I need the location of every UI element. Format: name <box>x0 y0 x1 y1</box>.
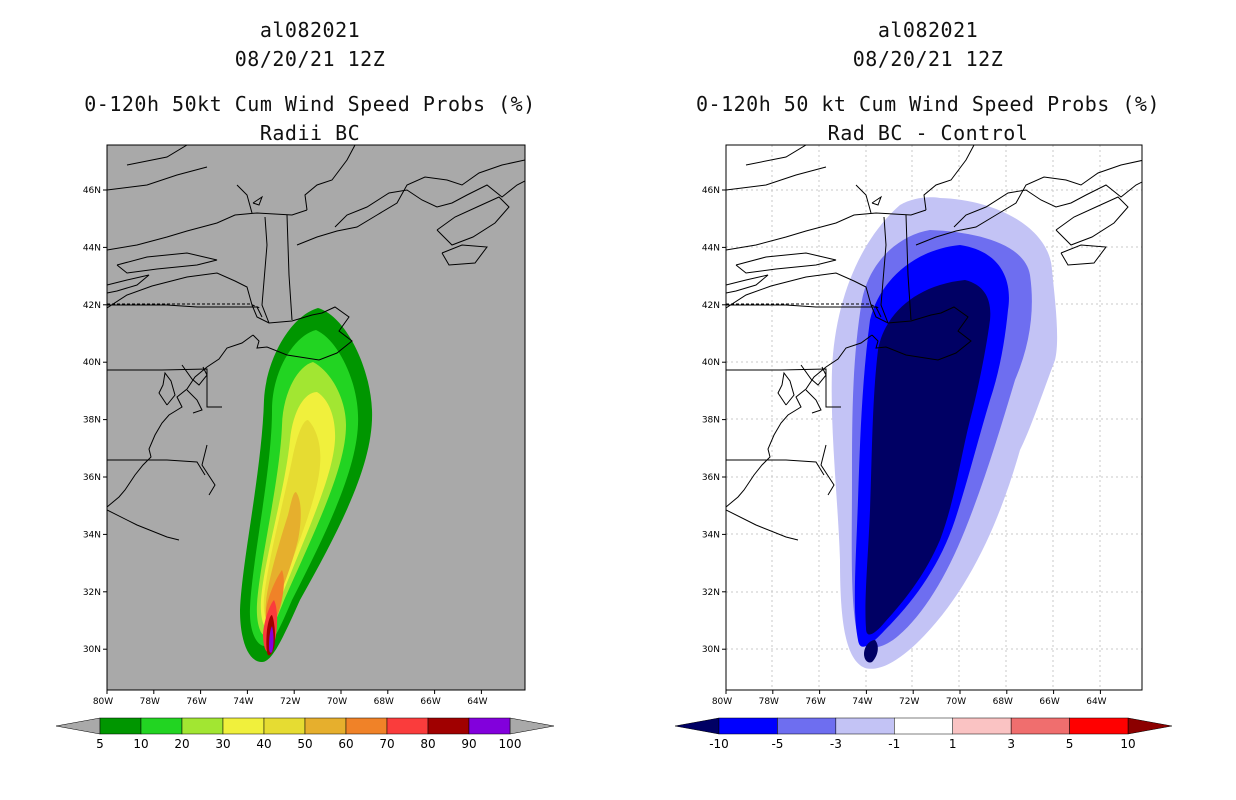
lon-tick-label: 78W <box>759 697 779 707</box>
colorbar-segment <box>181 717 224 735</box>
product-title: 0-120h 50 kt Cum Wind Speed Probs (%) <box>695 92 1161 116</box>
colorbar-label: 40 <box>256 737 271 751</box>
lon-tick-label: 68W <box>993 697 1013 707</box>
lat-tick-label: 38N <box>83 416 101 426</box>
colorbar-segment <box>1069 717 1129 735</box>
storm-id: al082021 <box>877 18 979 42</box>
colorbar-low-triangle <box>674 717 720 735</box>
colorbar-label: 1 <box>949 737 957 751</box>
probability-swath <box>240 308 373 662</box>
right-map-frame <box>725 144 1143 691</box>
lat-tick-label: 42N <box>702 301 720 311</box>
colorbar-segment <box>1010 717 1070 735</box>
colorbar-label: 10 <box>1120 737 1135 751</box>
lat-tick-label: 46N <box>83 186 101 196</box>
colorbar-label: 100 <box>499 737 522 751</box>
lat-tick-label: 38N <box>702 416 720 426</box>
colorbar-segment <box>894 717 953 735</box>
lon-tick-label: 80W <box>712 697 732 707</box>
left-panel-title: al082021 08/20/21 12Z 0-120h 50kt Cum Wi… <box>30 16 590 148</box>
lon-tick-label: 78W <box>140 697 160 707</box>
colorbar-low-triangle <box>55 717 101 735</box>
lat-tick-label: 40N <box>83 358 101 368</box>
lat-tick-label: 30N <box>702 645 720 655</box>
colorbar-segment <box>718 717 778 735</box>
lat-tick-label: 36N <box>83 473 101 483</box>
right-map: 46N 44N 42N 40N 38N 36N 34N 32N 30N 80W 78W 76W 74W 7… <box>702 144 1143 707</box>
left-map: 46N 44N 42N 40N 38N 36N 34N 32N 30N 80W 78W 76W 74W 7… <box>83 144 526 707</box>
lat-tick-label: 42N <box>83 301 101 311</box>
subtitle: Rad BC - Control <box>827 121 1029 145</box>
left-axis-ticks: 46N 44N 42N 40N 38N 36N 34N 32N 30N 80W 78W 76W 74W 7… <box>83 186 488 707</box>
colorbar-label: 5 <box>1066 737 1074 751</box>
colorbar-label: -5 <box>771 737 783 751</box>
colorbar-label: -10 <box>709 737 729 751</box>
lon-tick-label: 72W <box>899 697 919 707</box>
subtitle: Radii BC <box>259 121 361 145</box>
lon-tick-label: 74W <box>233 697 253 707</box>
colorbar-segment <box>99 717 142 735</box>
lon-tick-label: 64W <box>467 697 487 707</box>
lat-tick-label: 34N <box>83 530 101 540</box>
colorbar-segment <box>304 717 347 735</box>
datetime: 08/20/21 12Z <box>234 47 386 71</box>
colorbar-high-triangle <box>1127 717 1173 735</box>
lat-tick-label: 46N <box>702 186 720 196</box>
lon-tick-label: 72W <box>280 697 300 707</box>
colorbar-label: -3 <box>830 737 842 751</box>
colorbar-segment <box>222 717 265 735</box>
right-colorbar: -10 -5 -3 -1 1 3 5 10 <box>674 717 1173 751</box>
colorbar-label: 90 <box>461 737 476 751</box>
colorbar-label: 30 <box>215 737 230 751</box>
lon-tick-label: 80W <box>93 697 113 707</box>
colorbar-high-triangle <box>509 717 555 735</box>
lat-tick-label: 32N <box>702 588 720 598</box>
colorbar-segment <box>468 717 511 735</box>
colorbar-label: 3 <box>1007 737 1015 751</box>
colorbar-segment <box>263 717 306 735</box>
colorbar-segment <box>386 717 429 735</box>
lon-tick-label: 70W <box>946 697 966 707</box>
lon-tick-label: 76W <box>805 697 825 707</box>
lon-tick-label: 66W <box>1039 697 1059 707</box>
lat-tick-label: 34N <box>702 530 720 540</box>
lat-tick-label: 30N <box>83 645 101 655</box>
colorbar-segment <box>777 717 837 735</box>
lon-tick-label: 76W <box>186 697 206 707</box>
colorbar-segment <box>140 717 183 735</box>
datetime: 08/20/21 12Z <box>852 47 1004 71</box>
lat-tick-label: 36N <box>702 473 720 483</box>
colorbar-label: 70 <box>379 737 394 751</box>
lon-tick-label: 64W <box>1086 697 1106 707</box>
right-axis-ticks: 46N 44N 42N 40N 38N 36N 34N 32N 30N 80W 78W 76W 74W 7… <box>702 186 1107 707</box>
lat-tick-label: 44N <box>702 243 720 253</box>
colorbar-label: 50 <box>297 737 312 751</box>
colorbar-label: 60 <box>338 737 353 751</box>
lon-tick-label: 68W <box>374 697 394 707</box>
lon-tick-label: 74W <box>852 697 872 707</box>
colorbar-label: 5 <box>96 737 104 751</box>
colorbar-segment <box>952 717 1012 735</box>
left-colorbar: 5 10 20 30 40 50 60 70 80 90 100 <box>55 717 555 751</box>
lat-tick-label: 40N <box>702 358 720 368</box>
colorbar-segment <box>427 717 470 735</box>
colorbar-segment <box>835 717 895 735</box>
colorbar-label: 10 <box>133 737 148 751</box>
colorbar-segment <box>345 717 388 735</box>
lon-tick-label: 66W <box>420 697 440 707</box>
lat-tick-label: 44N <box>83 243 101 253</box>
colorbar-label: 20 <box>174 737 189 751</box>
product-title: 0-120h 50kt Cum Wind Speed Probs (%) <box>84 92 536 116</box>
left-map-frame <box>106 144 526 691</box>
difference-swath <box>831 197 1058 669</box>
lon-tick-label: 70W <box>327 697 347 707</box>
right-panel-title: al082021 08/20/21 12Z 0-120h 50 kt Cum W… <box>648 16 1208 148</box>
colorbar-label: -1 <box>888 737 900 751</box>
colorbar-label: 80 <box>420 737 435 751</box>
storm-id: al082021 <box>259 18 361 42</box>
lat-tick-label: 32N <box>83 588 101 598</box>
